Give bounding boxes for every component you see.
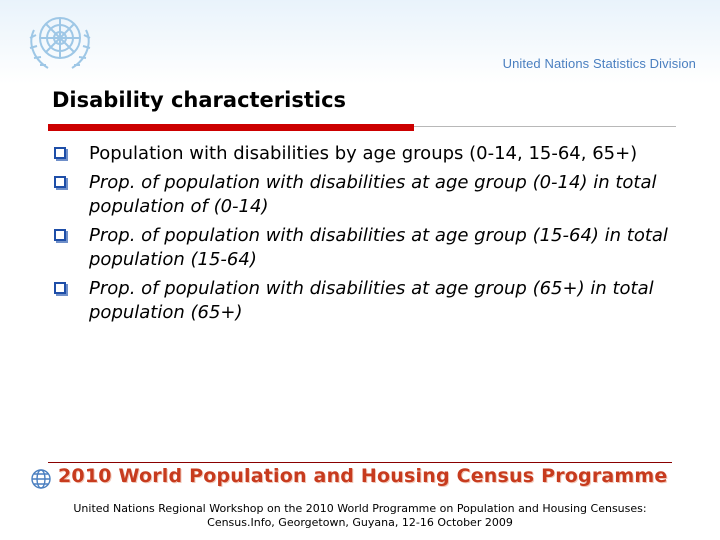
checkbox-bullet-icon: [54, 282, 66, 294]
bullet-item: Prop. of population with disabilities at…: [54, 224, 694, 272]
title-underline-gray: [414, 126, 676, 127]
banner-text: 2010 World Population and Housing Census…: [58, 465, 668, 487]
checkbox-bullet-icon: [54, 229, 66, 241]
header-band: United Nations Statistics Division: [0, 0, 720, 84]
caption-line-1: United Nations Regional Workshop on the …: [73, 502, 647, 515]
un-emblem-icon: [29, 17, 91, 69]
caption-line-2: Census.Info, Georgetown, Guyana, 12-16 O…: [207, 516, 513, 529]
bullet-item: Prop. of population with disabilities at…: [54, 171, 694, 219]
slide-title: Disability characteristics: [52, 88, 347, 112]
division-name: United Nations Statistics Division: [502, 56, 696, 71]
footer-caption: United Nations Regional Workshop on the …: [10, 502, 710, 530]
bullet-list: Population with disabilities by age grou…: [54, 142, 694, 330]
bullet-text: Population with disabilities by age grou…: [89, 143, 638, 164]
bullet-text: Prop. of population with disabilities at…: [89, 278, 654, 323]
title-underline-red: [48, 124, 414, 131]
census-programme-banner: 2010 World Population and Housing Census…: [24, 464, 696, 492]
bullet-text: Prop. of population with disabilities at…: [89, 172, 657, 217]
globe-icon: [31, 469, 51, 489]
checkbox-bullet-icon: [54, 147, 66, 159]
checkbox-bullet-icon: [54, 176, 66, 188]
bullet-item: Population with disabilities by age grou…: [54, 142, 694, 166]
footer-divider: [48, 462, 672, 463]
bullet-item: Prop. of population with disabilities at…: [54, 277, 694, 325]
bullet-text: Prop. of population with disabilities at…: [89, 225, 668, 270]
